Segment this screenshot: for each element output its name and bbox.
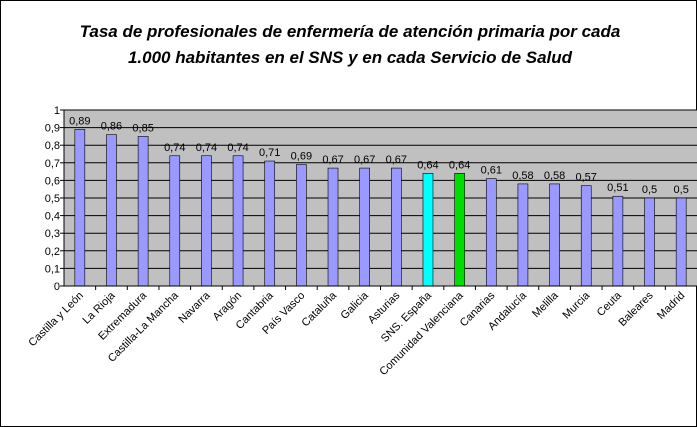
data-label: 0,67 bbox=[354, 154, 375, 166]
data-label: 0,5 bbox=[642, 184, 657, 196]
y-tick-label: 0,4 bbox=[45, 211, 60, 223]
data-label: 0,51 bbox=[607, 182, 628, 194]
data-label: 0,85 bbox=[132, 122, 153, 134]
bar bbox=[644, 197, 655, 287]
bar bbox=[359, 167, 370, 287]
bar bbox=[391, 167, 402, 287]
y-tick-label: 0,6 bbox=[45, 175, 60, 187]
bar bbox=[137, 136, 149, 287]
bar bbox=[580, 185, 592, 287]
data-label: 0,64 bbox=[417, 159, 438, 171]
bar bbox=[327, 167, 339, 287]
bar bbox=[612, 195, 624, 287]
chart-title: 1.000 habitantes en el SNS y en cada Ser… bbox=[128, 48, 573, 67]
chart-title: Tasa de profesionales de enfermería de a… bbox=[80, 22, 621, 41]
bar bbox=[675, 197, 687, 287]
data-label: 0,69 bbox=[291, 151, 312, 163]
data-label: 0,71 bbox=[259, 147, 280, 159]
bar bbox=[169, 155, 181, 287]
bar bbox=[517, 183, 529, 287]
bar bbox=[296, 164, 307, 287]
y-tick-label: 0,7 bbox=[45, 158, 60, 170]
bar bbox=[549, 183, 560, 287]
y-tick-label: 0,5 bbox=[45, 193, 60, 205]
data-label: 0,74 bbox=[164, 142, 185, 154]
data-label: 0,61 bbox=[481, 165, 502, 177]
data-label: 0,67 bbox=[386, 154, 407, 166]
data-label: 0,74 bbox=[196, 142, 217, 154]
bar bbox=[422, 173, 434, 287]
bar bbox=[485, 178, 497, 287]
data-label: 0,5 bbox=[674, 184, 689, 196]
bar bbox=[232, 155, 244, 287]
data-label: 0,74 bbox=[227, 142, 248, 154]
data-label: 0,89 bbox=[69, 115, 90, 127]
y-tick-label: 0,8 bbox=[45, 140, 60, 152]
bar bbox=[201, 155, 212, 287]
bar bbox=[74, 129, 86, 287]
y-tick-label: 0,1 bbox=[45, 263, 60, 275]
y-tick-label: 0,2 bbox=[45, 246, 60, 258]
data-label: 0,58 bbox=[512, 170, 533, 182]
y-tick-label: 1 bbox=[54, 105, 60, 117]
data-label: 0,57 bbox=[576, 172, 597, 184]
bar bbox=[454, 173, 465, 287]
data-label: 0,86 bbox=[101, 121, 122, 133]
y-tick-label: 0,9 bbox=[45, 123, 60, 135]
bar bbox=[106, 134, 117, 287]
bar bbox=[264, 160, 276, 287]
data-label: 0,64 bbox=[449, 159, 470, 171]
y-tick-label: 0 bbox=[54, 281, 60, 293]
y-tick-label: 0,3 bbox=[45, 228, 60, 240]
data-label: 0,58 bbox=[544, 170, 565, 182]
data-label: 0,67 bbox=[322, 154, 343, 166]
